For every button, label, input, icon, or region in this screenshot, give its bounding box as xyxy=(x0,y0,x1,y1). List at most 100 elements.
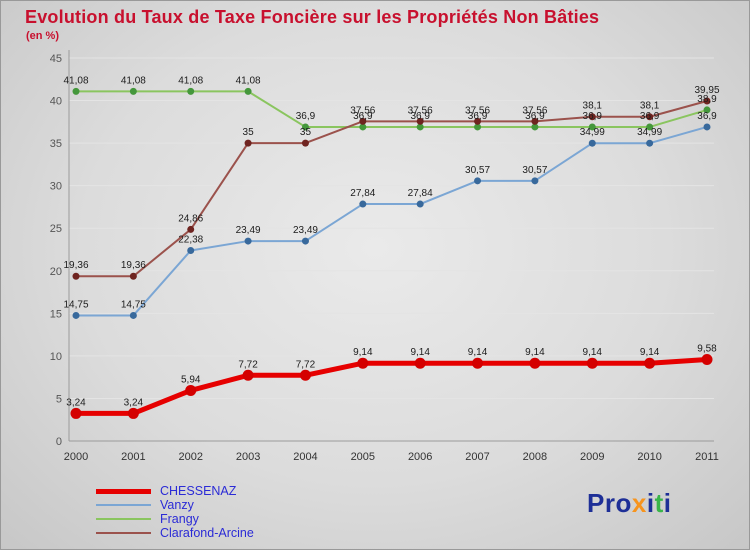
value-label: 22,38 xyxy=(178,235,203,246)
legend-swatch-clarafond-arcine xyxy=(96,532,151,534)
value-label: 39,95 xyxy=(694,85,719,96)
logo-letter: o xyxy=(615,488,632,518)
legend-label-vanzy: Vanzy xyxy=(160,498,194,512)
value-label: 3,24 xyxy=(66,397,86,408)
data-point xyxy=(529,357,541,369)
x-axis-label: 2010 xyxy=(637,451,661,463)
legend: CHESSENAZ Vanzy Frangy Clarafond-Arcine xyxy=(96,484,254,540)
data-point xyxy=(70,407,82,419)
value-label: 7,72 xyxy=(296,359,316,370)
legend-item-vanzy: Vanzy xyxy=(96,498,254,512)
legend-label-chessenaz: CHESSENAZ xyxy=(160,484,237,498)
value-label: 37,56 xyxy=(465,105,490,116)
value-label: 38,1 xyxy=(583,101,603,112)
value-label: 30,57 xyxy=(522,165,547,176)
data-point xyxy=(416,200,424,208)
legend-swatch-vanzy xyxy=(96,504,151,506)
data-point xyxy=(414,357,426,369)
data-point xyxy=(474,117,482,125)
logo-letter: x xyxy=(631,488,647,518)
data-point xyxy=(72,87,80,95)
data-point xyxy=(72,272,80,280)
data-point xyxy=(129,87,137,95)
data-point xyxy=(646,123,654,131)
data-point xyxy=(242,369,254,381)
value-label: 24,86 xyxy=(178,213,203,224)
data-point xyxy=(416,117,424,125)
x-axis-label: 2004 xyxy=(293,451,317,463)
logo-letter: r xyxy=(604,488,616,518)
value-label: 35 xyxy=(300,127,312,138)
value-label: 41,08 xyxy=(121,75,146,86)
x-axis-label: 2006 xyxy=(408,451,432,463)
value-label: 41,08 xyxy=(63,75,88,86)
value-label: 34,99 xyxy=(637,127,662,138)
data-point xyxy=(244,139,252,147)
value-label: 9,14 xyxy=(468,347,488,358)
data-point xyxy=(703,106,711,114)
value-label: 19,36 xyxy=(63,260,88,271)
value-label: 14,75 xyxy=(121,299,146,310)
value-label: 23,49 xyxy=(293,225,318,236)
data-point xyxy=(474,177,482,185)
data-point xyxy=(359,123,367,131)
value-label: 9,14 xyxy=(410,347,430,358)
data-point xyxy=(588,123,596,131)
series-line-clarafond-arcine xyxy=(75,99,708,278)
data-point xyxy=(646,113,654,121)
data-point xyxy=(472,357,484,369)
data-point xyxy=(127,407,139,419)
x-axis-label: 2011 xyxy=(695,451,719,463)
value-label: 9,58 xyxy=(697,343,717,354)
value-label: 36,9 xyxy=(640,111,660,122)
value-label: 34,99 xyxy=(580,127,605,138)
logo-letter: i xyxy=(663,488,672,518)
value-label: 3,24 xyxy=(124,397,144,408)
data-point xyxy=(357,357,369,369)
value-label: 9,14 xyxy=(353,347,373,358)
data-point xyxy=(531,123,539,131)
value-label: 9,14 xyxy=(583,347,603,358)
y-tick-label: 35 xyxy=(50,138,62,150)
x-axis-label: 2007 xyxy=(465,451,489,463)
value-label: 9,14 xyxy=(640,347,660,358)
value-label: 9,14 xyxy=(525,347,545,358)
y-tick-label: 30 xyxy=(50,181,62,193)
data-point xyxy=(416,123,424,131)
x-axis-label: 2003 xyxy=(236,451,260,463)
data-point xyxy=(531,177,539,185)
value-label: 41,08 xyxy=(178,75,203,86)
data-point xyxy=(244,87,252,95)
logo-letter: i xyxy=(646,488,655,518)
y-tick-label: 10 xyxy=(50,351,62,363)
value-label: 41,08 xyxy=(236,75,261,86)
logo-letter: t xyxy=(654,488,664,518)
y-tick-label: 45 xyxy=(50,53,62,65)
data-point xyxy=(129,272,137,280)
value-label: 36,9 xyxy=(697,111,717,122)
data-point xyxy=(187,225,195,233)
series-line-frangy xyxy=(75,90,708,128)
legend-label-frangy: Frangy xyxy=(160,512,199,526)
y-tick-label: 0 xyxy=(56,436,62,448)
value-label: 27,84 xyxy=(408,188,433,199)
data-point xyxy=(129,311,137,319)
x-axis-label: 2000 xyxy=(64,451,88,463)
data-point xyxy=(301,123,309,131)
value-label: 37,56 xyxy=(522,105,547,116)
x-axis-label: 2005 xyxy=(351,451,375,463)
x-axis-label: 2002 xyxy=(178,451,202,463)
value-label: 36,9 xyxy=(525,111,545,122)
data-point xyxy=(244,237,252,245)
legend-item-chessenaz: CHESSENAZ xyxy=(96,484,254,498)
value-label: 36,9 xyxy=(353,111,373,122)
data-point xyxy=(301,139,309,147)
value-label: 37,56 xyxy=(408,105,433,116)
series-line-vanzy xyxy=(75,125,708,317)
data-point xyxy=(531,117,539,125)
value-label: 38,1 xyxy=(640,101,660,112)
x-axis-label: 2009 xyxy=(580,451,604,463)
data-point xyxy=(359,117,367,125)
